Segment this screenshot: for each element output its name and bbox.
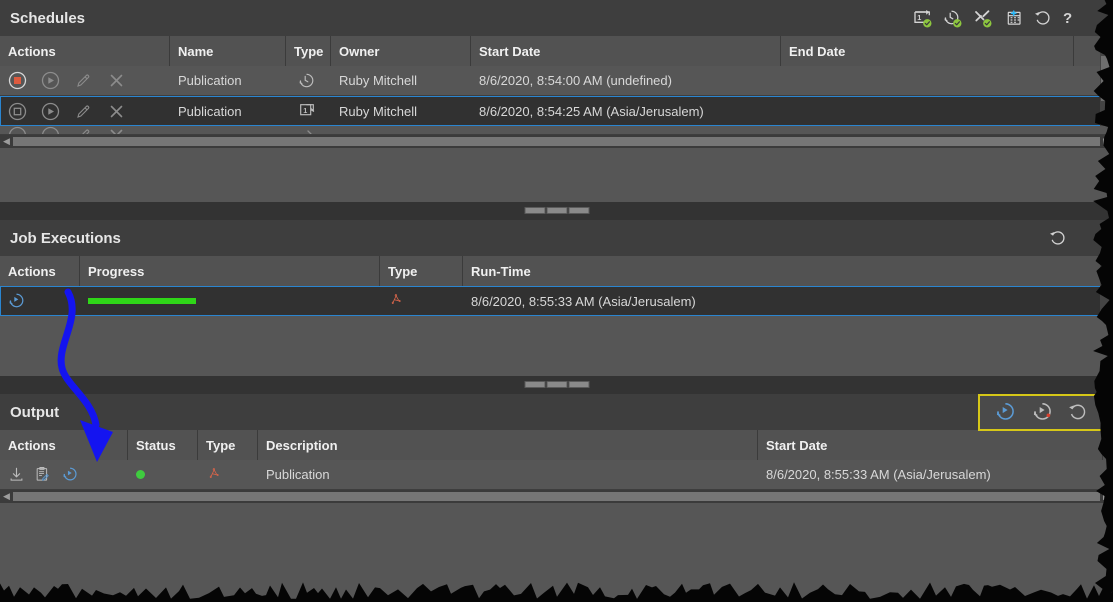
svg-text:?: ?	[1063, 10, 1072, 27]
svg-text:1: 1	[303, 106, 307, 115]
svg-text:1: 1	[917, 13, 921, 22]
